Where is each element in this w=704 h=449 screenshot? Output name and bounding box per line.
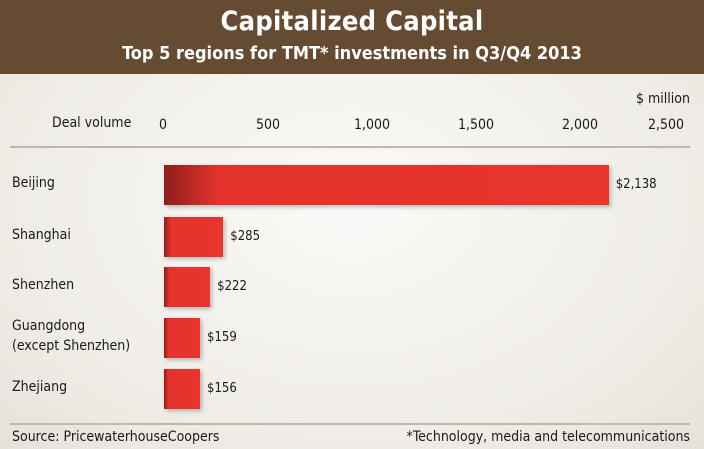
footnote: *Technology, media and telecommunication… — [406, 429, 690, 445]
tick-label: 2,500 — [647, 117, 685, 133]
chart-title: Capitalized Capital — [220, 6, 484, 37]
source-text: Source: PricewaterhouseCoopers — [12, 429, 220, 445]
chart-subtitle: Top 5 regions for TMT* investments in Q3… — [122, 43, 582, 64]
data-label: $222 — [217, 279, 247, 294]
data-label: $2,138 — [615, 177, 657, 192]
axis-label: Deal volume — [52, 115, 132, 131]
tick-label: 1,000 — [353, 117, 391, 133]
tick-label: 500 — [255, 117, 281, 133]
footer-rule — [10, 423, 690, 425]
axis-rule — [10, 146, 690, 148]
category-label: Guangdong (except Shenzhen) — [12, 318, 131, 354]
bar — [164, 267, 211, 307]
bar — [164, 318, 200, 358]
header-banner: Capitalized Capital Top 5 regions for TM… — [0, 0, 704, 74]
data-label: $156 — [207, 381, 237, 396]
tick-label: 0 — [158, 117, 168, 133]
category-label: Shanghai — [12, 227, 71, 243]
bar — [164, 369, 200, 409]
tick-label: 2,000 — [561, 117, 599, 133]
category-label: Beijing — [12, 175, 55, 191]
bar — [164, 217, 224, 257]
unit-label: $ million — [636, 91, 690, 107]
data-label: $159 — [207, 330, 237, 345]
data-label: $285 — [230, 229, 261, 244]
bar — [164, 165, 609, 205]
tick-label: 1,500 — [457, 117, 495, 133]
category-label: Shenzhen — [12, 277, 75, 293]
category-label: Zhejiang — [12, 379, 68, 395]
